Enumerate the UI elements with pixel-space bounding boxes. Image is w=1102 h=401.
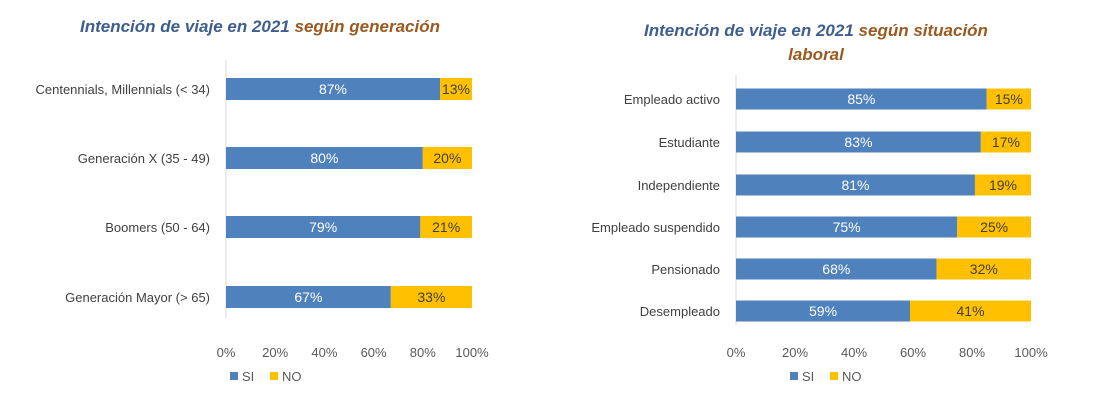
chart2-data-label: 41%: [957, 303, 985, 319]
chart1-legend-swatch-si: [230, 372, 238, 380]
chart2-legend-swatch-no: [830, 372, 838, 380]
chart2-bar-no: [910, 300, 1031, 322]
chart1-x-tick-label: 100%: [455, 345, 489, 360]
chart2-bar-no: [957, 216, 1031, 238]
chart1-data-label: 87%: [319, 81, 347, 97]
chart2-title-main: Intención de viaje en 2021: [644, 21, 854, 40]
chart2-bar-si: [736, 300, 911, 322]
chart2-x-tick-label: 100%: [1014, 345, 1048, 360]
chart2-category-label: Estudiante: [659, 135, 720, 150]
chart2-bar-si: [736, 174, 975, 196]
chart1-x-tick-label: 80%: [410, 345, 436, 360]
chart2-data-label: 19%: [989, 177, 1017, 193]
chart1-data-label: 80%: [310, 150, 338, 166]
chart2-x-tick-label: 80%: [959, 345, 985, 360]
chart1-category-label: Boomers (50 - 64): [105, 220, 210, 235]
chart1-data-label: 13%: [442, 81, 470, 97]
chart2-x-tick-label: 60%: [900, 345, 926, 360]
chart2-bar-si: [736, 258, 937, 280]
chart1-legend-label-si: SI: [242, 369, 254, 384]
chart1-data-label: 33%: [417, 289, 445, 305]
chart2-x-tick-label: 0%: [727, 345, 746, 360]
chart1-x-tick-label: 40%: [311, 345, 337, 360]
chart2-data-label: 32%: [970, 261, 998, 277]
chart2-legend-label-si: SI: [802, 369, 814, 384]
chart2-title: Intención de viaje en 2021 según situaci…: [610, 19, 1022, 67]
chart2-data-label: 83%: [844, 134, 872, 150]
chart1-data-label: 20%: [433, 150, 461, 166]
chart1-title-main: Intención de viaje en 2021: [80, 17, 290, 36]
chart1-category-label: Centennials, Millennials (< 34): [35, 82, 210, 97]
chart1-bar-si: [226, 147, 423, 169]
chart1-data-label: 79%: [309, 219, 337, 235]
chart2-bar-si: [736, 216, 958, 238]
chart1-bar-no: [422, 147, 472, 169]
chart1-category-label: Generación X (35 - 49): [78, 151, 210, 166]
chart1-x-tick-label: 0%: [217, 345, 236, 360]
chart1-bar-si: [226, 78, 441, 100]
chart1-bar-no: [390, 286, 472, 308]
chart1-title-accent: según generación: [294, 17, 440, 36]
chart2-bar-no: [980, 131, 1031, 153]
chart2-category-label: Empleado activo: [624, 92, 720, 107]
chart2-x-tick-label: 40%: [841, 345, 867, 360]
chart1-bar-si: [226, 216, 421, 238]
chart2-legend-label-no: NO: [842, 369, 862, 384]
chart2-data-label: 17%: [992, 134, 1020, 150]
chart1-x-tick-label: 60%: [361, 345, 387, 360]
chart2-data-label: 25%: [980, 219, 1008, 235]
chart2-data-label: 68%: [822, 261, 850, 277]
chart2-bar-si: [736, 88, 987, 110]
chart2-legend-swatch-si: [790, 372, 798, 380]
chart2-category-label: Empleado suspendido: [591, 220, 720, 235]
chart2-title-accent: según situación: [858, 21, 988, 40]
chart1-data-label: 21%: [432, 219, 460, 235]
chart2-data-label: 75%: [833, 219, 861, 235]
chart1-bar-no: [440, 78, 472, 100]
chart2-title-accent2: laboral: [788, 45, 844, 64]
chart1-data-label: 67%: [294, 289, 322, 305]
chart2-bar-no: [986, 88, 1031, 110]
chart2-data-label: 85%: [847, 91, 875, 107]
chart2-category-label: Independiente: [638, 178, 720, 193]
chart2-bar-no: [974, 174, 1031, 196]
chart2-data-label: 81%: [841, 177, 869, 193]
chart1-title: Intención de viaje en 2021 según generac…: [40, 15, 480, 39]
chart1-bar-si: [226, 286, 391, 308]
chart1-category-label: Generación Mayor (> 65): [65, 290, 210, 305]
chart2-bar-si: [736, 131, 981, 153]
chart2-category-label: Desempleado: [640, 304, 720, 319]
chart2-data-label: 59%: [809, 303, 837, 319]
chart1-bar-no: [420, 216, 472, 238]
chart1-x-tick-label: 20%: [262, 345, 288, 360]
chart2-bar-no: [936, 258, 1031, 280]
chart2-category-label: Pensionado: [651, 262, 720, 277]
chart2-data-label: 15%: [995, 91, 1023, 107]
chart1-legend-label-no: NO: [282, 369, 302, 384]
chart1-legend-swatch-no: [270, 372, 278, 380]
chart2-x-tick-label: 20%: [782, 345, 808, 360]
